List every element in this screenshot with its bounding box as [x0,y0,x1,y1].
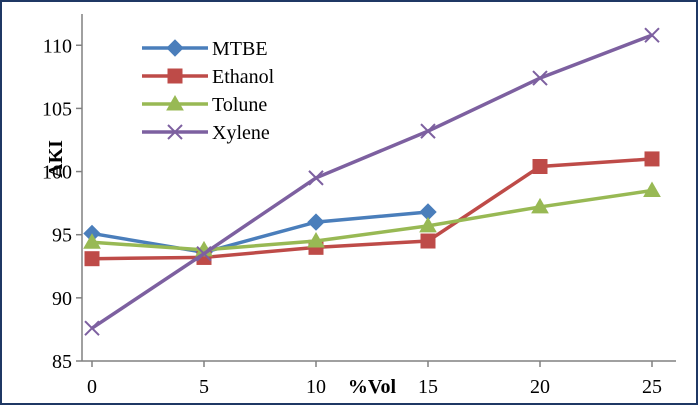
series-line-tolune [91,188,653,252]
data-point-ethanol [644,151,660,167]
x-marker-stroke [196,245,212,262]
legend-marker-xylene [167,124,183,140]
legend-item-tolune: Tolune [142,94,267,116]
legend-label-mtbe: MTBE [212,38,268,60]
legend-item-mtbe: MTBE [142,38,268,60]
x-marker-stroke [308,170,324,186]
x-tick-label: 20 [530,376,550,398]
y-tick-label: 105 [42,98,72,120]
data-point-xylene [84,320,100,336]
series-line-mtbe [91,210,429,255]
x-tick-label: 25 [642,376,662,398]
series-xylene [84,27,660,336]
legend-label-xylene: Xylene [212,122,270,144]
data-point-ethanol [84,251,100,267]
data-point-tolune [531,197,549,214]
legend-label-ethanol: Ethanol [212,66,275,88]
y-tick-label: 90 [52,288,72,310]
legend-item-xylene: Xylene [142,122,270,144]
x-marker-stroke [644,27,660,43]
x-axis-ticks: 0 5 10 15 20 25 [87,361,662,398]
x-marker-stroke [84,320,100,336]
x-marker-stroke [167,124,183,140]
y-tick-label: 95 [52,225,72,247]
legend-label-tolune: Tolune [212,94,267,116]
data-point-ethanol [532,159,548,175]
series-line-ethanol [91,157,653,261]
series-line-xylene [91,33,653,330]
data-point-xylene [420,123,436,139]
x-marker-stroke [532,70,548,86]
series-mtbe [83,203,437,262]
legend: MTBE Ethanol Tolune Xylene [142,38,275,144]
x-tick-label: 5 [199,376,209,398]
data-point-xylene [196,245,212,262]
legend-marker-mtbe [166,39,184,57]
y-axis-ticks: 85 90 95 100 105 110 [42,35,82,373]
y-axis-title: AKI [45,140,67,178]
data-point-xylene [644,27,660,43]
x-tick-label: 15 [418,376,438,398]
data-point-ethanol [420,233,436,249]
x-tick-label: 10 [306,376,326,398]
x-axis-title: %Vol [348,376,397,398]
data-point-tolune [307,232,325,248]
y-tick-label: 85 [52,351,72,373]
legend-marker-ethanol [167,68,183,84]
series-tolune [83,181,661,257]
data-point-mtbe [307,213,325,231]
x-marker-stroke [420,123,436,139]
data-point-xylene [308,170,324,186]
x-tick-label: 0 [87,376,97,398]
data-point-tolune [83,233,101,249]
data-point-xylene [532,70,548,86]
axes: 85 90 95 100 105 110 0 5 10 15 20 25 [42,14,676,398]
data-point-tolune [419,216,437,233]
legend-marker-tolune [166,94,184,111]
y-tick-label: 110 [43,35,72,57]
legend-item-ethanol: Ethanol [142,66,275,88]
series-layer [83,27,661,336]
data-point-tolune [643,181,661,197]
y-tick-label: 100 [42,162,72,184]
